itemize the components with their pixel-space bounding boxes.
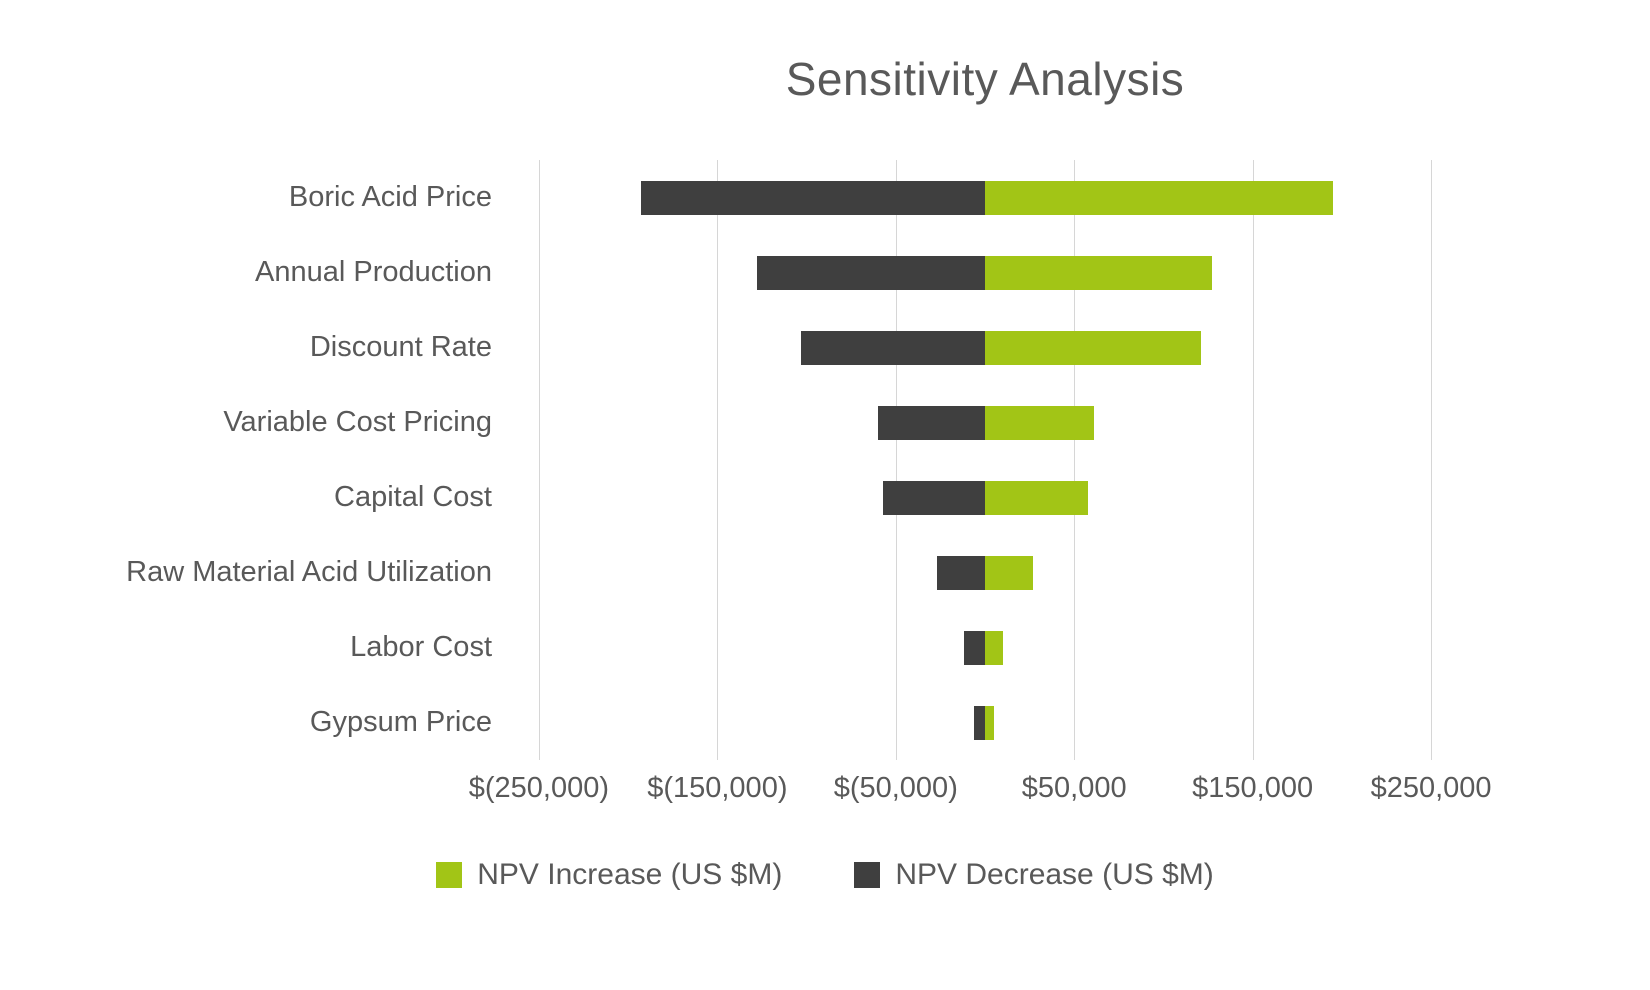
gridline	[1252, 160, 1254, 760]
bar-npv-decrease	[640, 180, 985, 215]
bar-npv-increase	[985, 480, 1089, 515]
x-tick-label: $150,000	[1192, 772, 1314, 804]
category-label: Discount Rate	[309, 331, 492, 363]
bar-npv-decrease	[877, 405, 985, 440]
gridline	[538, 160, 540, 760]
x-axis: $(250,000) $(150,000) $(50,000) $50,000 $150…	[469, 772, 1492, 814]
category-label: Raw Material Acid Utilization	[126, 556, 492, 588]
gridline	[1074, 160, 1076, 760]
x-tick-label: $(50,000)	[833, 772, 958, 804]
plot-area	[530, 160, 1440, 760]
bar-npv-increase	[985, 330, 1201, 365]
legend: NPV Increase (US $M) NPV Decrease (US $M)	[0, 858, 1650, 892]
bar-npv-increase	[985, 405, 1094, 440]
x-tick-label: $250,000	[1370, 772, 1492, 804]
legend-swatch	[436, 862, 463, 888]
category-label: Annual Production	[255, 256, 492, 288]
category-label: Variable Cost Pricing	[223, 406, 492, 438]
x-tick-label: $(250,000)	[468, 772, 610, 804]
category-label: Boric Acid Price	[288, 181, 492, 213]
category-axis: Boric Acid Price Annual Production Discoun…	[0, 160, 492, 760]
bar-npv-decrease	[963, 630, 985, 665]
gridline	[895, 160, 897, 760]
bar-npv-increase	[985, 180, 1333, 215]
bar-npv-increase	[985, 705, 994, 740]
bar-npv-decrease	[756, 255, 985, 290]
bar-npv-increase	[985, 630, 1003, 665]
chart-title: Sensitivity Analysis	[785, 53, 1185, 105]
gridline	[717, 160, 719, 760]
bar-npv-decrease	[883, 480, 985, 515]
category-label: Gypsum Price	[309, 706, 492, 738]
legend-item: NPV Increase (US $M)	[436, 858, 782, 892]
bar-npv-increase	[985, 255, 1212, 290]
legend-label: NPV Increase (US $M)	[477, 858, 783, 891]
x-tick-label: $(150,000)	[647, 772, 788, 804]
category-label: Labor Cost	[350, 631, 492, 663]
bar-npv-decrease	[936, 555, 985, 590]
legend-item: NPV Decrease (US $M)	[854, 858, 1214, 892]
bar-npv-decrease	[974, 705, 985, 740]
bar-npv-increase	[985, 555, 1034, 590]
gridline	[1431, 160, 1433, 760]
legend-swatch	[854, 862, 881, 888]
bar-npv-decrease	[801, 330, 985, 365]
legend-label: NPV Decrease (US $M)	[895, 858, 1214, 891]
category-label: Capital Cost	[334, 481, 492, 513]
x-tick-label: $50,000	[1021, 772, 1127, 804]
